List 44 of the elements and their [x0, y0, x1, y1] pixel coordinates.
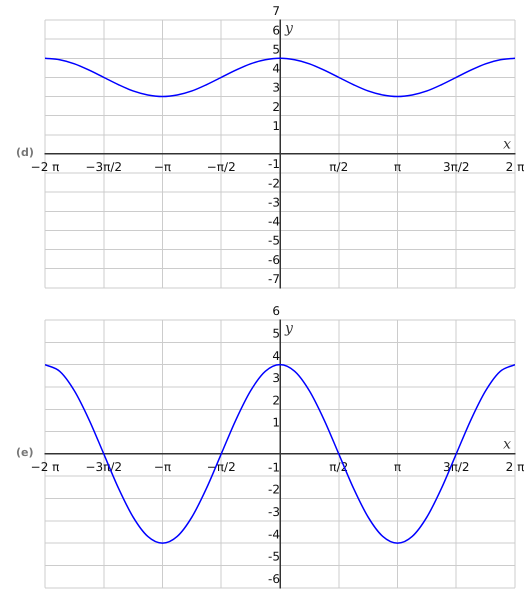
y-tick-label: -1 [268, 460, 280, 474]
y-tick-label: 3 [272, 371, 280, 386]
x-axis-title: x [503, 136, 512, 153]
x-tick-label: −π [154, 460, 172, 474]
y-tick-label: 2 [272, 393, 280, 408]
y-tick-label: 7 [272, 4, 280, 18]
y-tick-label: 1 [272, 118, 280, 133]
y-tick-label: 4 [272, 348, 280, 363]
y-tick-label: -3 [268, 504, 280, 519]
y-tick-label: -1 [268, 157, 280, 172]
x-tick-label: 2 π [506, 160, 524, 174]
y-tick-label: -7 [268, 272, 280, 286]
x-tick-label: −π/2 [206, 160, 236, 174]
y-tick-label: 4 [272, 62, 280, 76]
text: (e) [16, 446, 34, 459]
y-tick-label: -3 [268, 195, 280, 210]
y-tick-label: -4 [268, 527, 280, 542]
x-tick-label: 2 π [506, 460, 524, 474]
x-tick-label: −π [154, 160, 172, 174]
y-tick-label: -5 [268, 234, 280, 248]
x-tick-label: 3π/2 [442, 160, 470, 174]
x-tick-label: −2 π [30, 160, 60, 174]
y-tick-label: -6 [268, 252, 280, 267]
y-tick-label: 6 [272, 23, 280, 38]
y-axis-title: y [284, 20, 294, 37]
x-tick-label: −3π/2 [85, 160, 122, 174]
x-tick-label: π [394, 160, 402, 174]
y-tick-label: 6 [272, 304, 280, 318]
x-tick-label: π [394, 460, 402, 474]
y-tick-label: -4 [268, 214, 280, 229]
y-tick-label: 5 [272, 42, 280, 56]
text: (d) [16, 146, 34, 159]
x-axis-title: x [503, 436, 512, 453]
y-tick-label: -2 [268, 176, 280, 190]
y-tick-label: -2 [268, 482, 280, 497]
y-tick-label: -5 [268, 550, 280, 564]
x-tick-label: π/2 [329, 160, 348, 174]
y-tick-label: 3 [272, 80, 280, 95]
y-tick-label: -6 [268, 572, 280, 586]
y-axis-title: y [284, 320, 294, 337]
y-tick-label: 5 [272, 326, 280, 340]
y-tick-label: 1 [272, 416, 280, 430]
y-tick-label: 2 [272, 100, 280, 114]
x-tick-label: −2 π [30, 460, 60, 474]
